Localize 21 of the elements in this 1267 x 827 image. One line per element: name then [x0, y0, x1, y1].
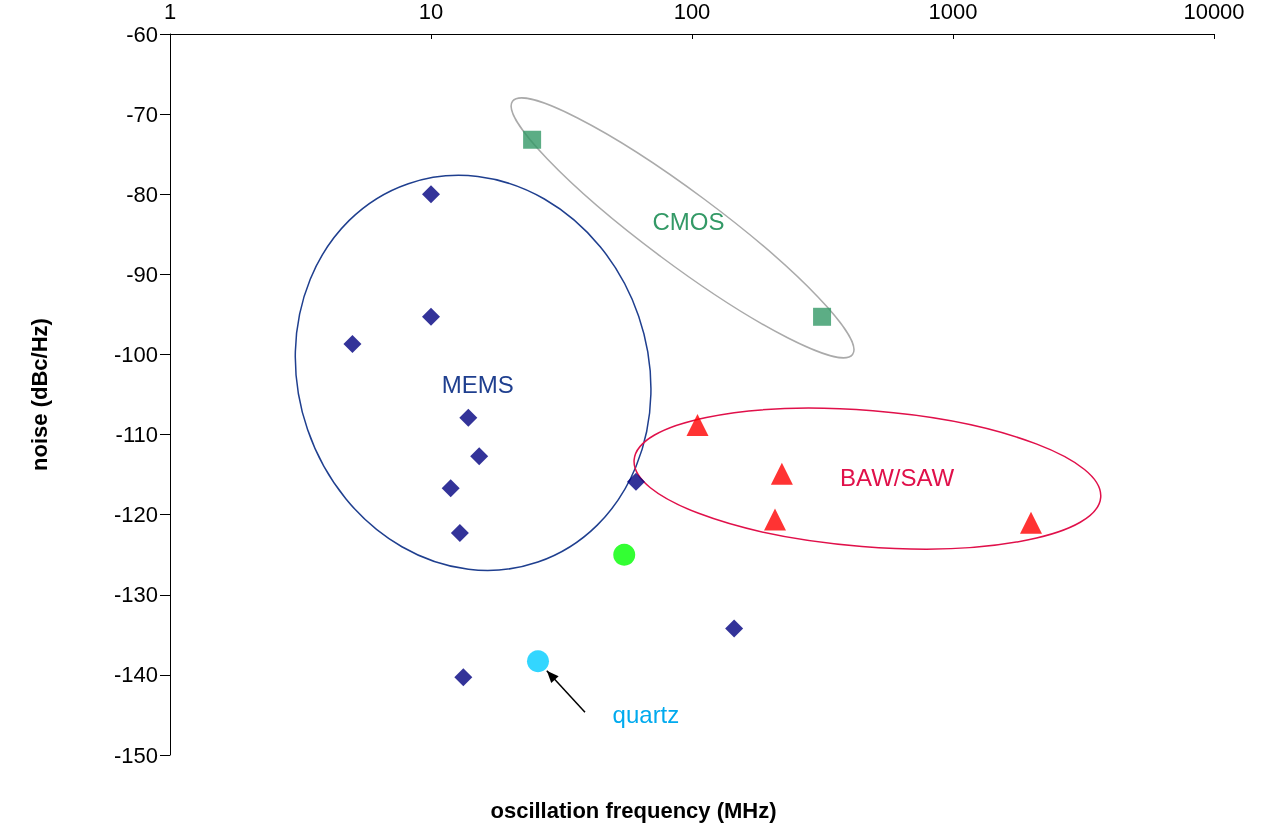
y-tick-label: -100 [113, 341, 158, 367]
x-tick-label: 1000 [928, 0, 978, 24]
series-label: BAW/SAW [840, 463, 955, 491]
x-tick-label: 100 [673, 0, 711, 24]
y-axis-title: noise (dBc/Hz) [26, 318, 52, 471]
y-tick-label: -130 [113, 582, 158, 608]
series-label: MEMS [441, 370, 514, 398]
y-tick-label: -70 [126, 101, 158, 127]
x-tick-label: 1 [163, 0, 177, 24]
x-tick-label: 10 [418, 0, 444, 24]
y-tick-label: -150 [113, 742, 158, 768]
y-tick-label: -120 [113, 502, 158, 528]
y-tick-label: -80 [126, 181, 158, 207]
x-tick-label: 10000 [1183, 0, 1245, 24]
text: quartz [612, 701, 680, 729]
y-tick-label: -110 [115, 422, 158, 448]
y-tick-label: -60 [126, 21, 158, 47]
x-axis-title: oscillation frequency (MHz) [490, 797, 777, 823]
y-tick-label: -90 [126, 261, 158, 287]
text: CMOS [652, 207, 725, 235]
y-tick-label: -140 [113, 662, 158, 688]
